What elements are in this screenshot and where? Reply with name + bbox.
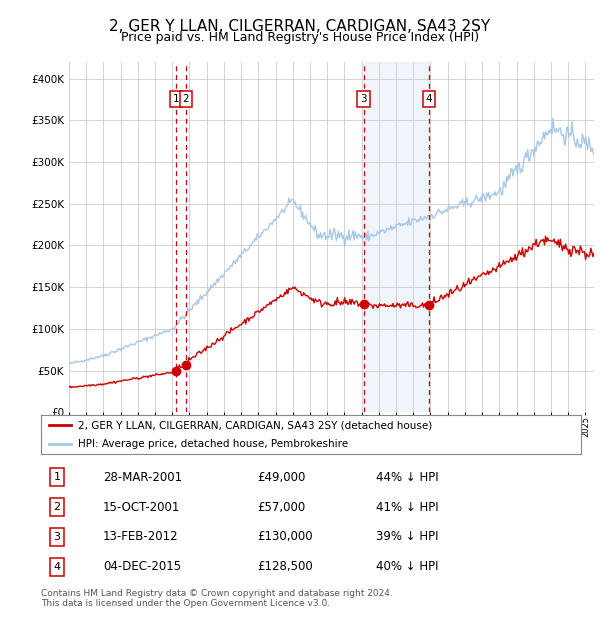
Text: 2: 2 [182, 94, 189, 104]
Text: 1: 1 [173, 94, 179, 104]
Text: £49,000: £49,000 [257, 471, 305, 484]
Text: 39% ↓ HPI: 39% ↓ HPI [376, 531, 438, 544]
Text: HPI: Average price, detached house, Pembrokeshire: HPI: Average price, detached house, Pemb… [77, 439, 347, 449]
Text: 3: 3 [361, 94, 367, 104]
Text: 4: 4 [53, 562, 61, 572]
Text: £57,000: £57,000 [257, 500, 305, 513]
Text: Contains HM Land Registry data © Crown copyright and database right 2024.
This d: Contains HM Land Registry data © Crown c… [41, 589, 392, 608]
Text: 28-MAR-2001: 28-MAR-2001 [103, 471, 182, 484]
Text: 15-OCT-2001: 15-OCT-2001 [103, 500, 180, 513]
Text: 41% ↓ HPI: 41% ↓ HPI [376, 500, 438, 513]
Text: 2, GER Y LLAN, CILGERRAN, CARDIGAN, SA43 2SY (detached house): 2, GER Y LLAN, CILGERRAN, CARDIGAN, SA43… [77, 420, 432, 430]
Text: 1: 1 [53, 472, 61, 482]
Text: 04-DEC-2015: 04-DEC-2015 [103, 560, 181, 574]
Text: 2: 2 [53, 502, 61, 512]
Text: 3: 3 [53, 532, 61, 542]
Text: 40% ↓ HPI: 40% ↓ HPI [376, 560, 438, 574]
Text: 2, GER Y LLAN, CILGERRAN, CARDIGAN, SA43 2SY: 2, GER Y LLAN, CILGERRAN, CARDIGAN, SA43… [109, 19, 491, 33]
Text: 4: 4 [426, 94, 433, 104]
Text: 44% ↓ HPI: 44% ↓ HPI [376, 471, 438, 484]
Text: Price paid vs. HM Land Registry's House Price Index (HPI): Price paid vs. HM Land Registry's House … [121, 31, 479, 44]
Bar [364, 62, 429, 412]
Text: 13-FEB-2012: 13-FEB-2012 [103, 531, 179, 544]
Text: £128,500: £128,500 [257, 560, 313, 574]
Text: £130,000: £130,000 [257, 531, 313, 544]
